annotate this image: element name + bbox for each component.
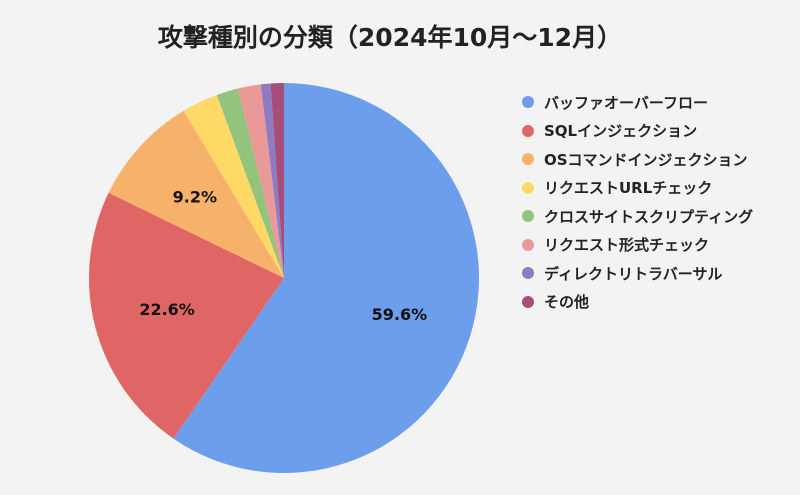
legend-label: SQLインジェクション xyxy=(544,122,698,141)
legend-label: OSコマンドインジェクション xyxy=(544,150,748,169)
legend-item: ディレクトリトラバーサル xyxy=(522,259,753,288)
pie-slice-3 xyxy=(183,94,284,278)
pie-slice-5 xyxy=(237,84,284,278)
legend-item: OSコマンドインジェクション xyxy=(522,145,753,174)
legend: バッファオーバーフロー SQLインジェクション OSコマンドインジェクション リクエス… xyxy=(522,88,753,316)
pie-slice-6 xyxy=(260,83,284,278)
legend-marker xyxy=(522,181,534,194)
legend-marker xyxy=(522,295,534,308)
legend-label: リクエストURLチェック xyxy=(544,179,713,198)
legend-label: クロスサイトスクリプティング xyxy=(544,207,754,226)
pie-slice-2 xyxy=(108,110,285,278)
legend-marker xyxy=(522,267,534,280)
data-label-0: 59.6% xyxy=(372,305,428,324)
legend-label: リクエスト形式チェック xyxy=(544,236,710,255)
pie-slice-4 xyxy=(216,88,284,278)
legend-marker xyxy=(522,210,534,223)
pie-slice-7 xyxy=(270,83,284,278)
legend-item: バッファオーバーフロー xyxy=(522,88,753,117)
legend-item: リクエスト形式チェック xyxy=(522,231,753,260)
pie-slice-1 xyxy=(88,192,285,439)
legend-item: その他 xyxy=(522,288,753,317)
legend-item: SQLインジェクション xyxy=(522,117,753,146)
chart-title: 攻撃種別の分類（2024年10月～12月） xyxy=(157,23,623,52)
data-label-2: 9.2% xyxy=(173,187,217,206)
legend-marker xyxy=(522,153,534,166)
legend-item: リクエストURLチェック xyxy=(522,174,753,203)
data-label-1: 22.6% xyxy=(139,300,195,319)
legend-marker xyxy=(522,96,534,109)
legend-marker xyxy=(522,238,534,251)
pie-slice-0 xyxy=(173,83,480,473)
legend-marker xyxy=(522,124,534,137)
legend-label: バッファオーバーフロー xyxy=(544,93,708,112)
legend-label: その他 xyxy=(544,293,590,312)
legend-item: クロスサイトスクリプティング xyxy=(522,202,753,231)
legend-label: ディレクトリトラバーサル xyxy=(544,264,723,283)
